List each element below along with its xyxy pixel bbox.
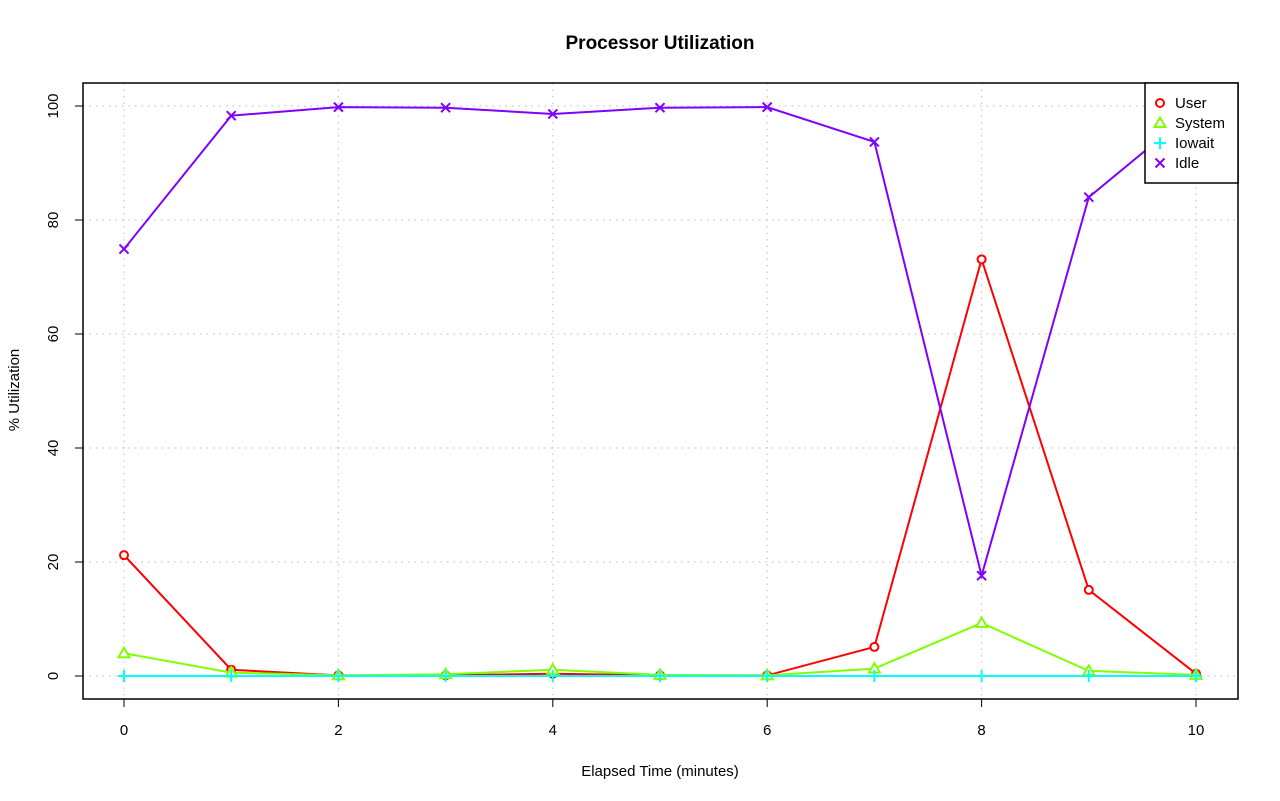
y-tick-label: 80: [45, 212, 62, 229]
data-point-user: [119, 550, 129, 561]
series-iowait: [118, 670, 1202, 682]
legend-marker-user: [1155, 98, 1165, 108]
series-idle: [118, 101, 1202, 581]
data-point-iowait: [439, 670, 452, 682]
data-point-idle: [225, 110, 237, 121]
data-point-user: [976, 254, 987, 265]
data-point-idle: [654, 102, 666, 113]
data-point-iowait: [761, 670, 774, 682]
data-point-idle: [547, 108, 559, 120]
data-point-iowait: [975, 670, 988, 682]
x-tick-label: 0: [120, 722, 128, 739]
data-point-iowait: [225, 670, 238, 682]
y-axis-label: % Utilization: [6, 349, 23, 432]
data-point-iowait: [1082, 670, 1095, 682]
series-user: [119, 254, 1201, 681]
x-tick-label: 2: [334, 722, 342, 739]
x-tick-label: 8: [977, 722, 985, 739]
data-point-idle: [1083, 191, 1095, 203]
series-lines: [116, 101, 1204, 682]
data-point-idle: [976, 570, 987, 581]
x-tick-label: 10: [1188, 722, 1205, 739]
data-point-iowait: [546, 670, 559, 682]
legend-marker-idle: [1154, 157, 1166, 169]
y-tick-label: 60: [45, 326, 62, 343]
chart-title: Processor Utilization: [566, 33, 755, 54]
data-point-idle: [440, 102, 451, 113]
y-tick-label: 20: [45, 554, 62, 571]
data-point-user: [869, 641, 880, 652]
x-tick-label: 6: [763, 722, 771, 739]
legend-label-iowait: Iowait: [1175, 135, 1215, 152]
legend-label-user: User: [1175, 95, 1207, 112]
grid-lines: [83, 83, 1238, 699]
y-tick-label: 100: [45, 93, 62, 118]
series-line-user: [123, 255, 1197, 677]
legend-marker-iowait: [1154, 137, 1166, 149]
plot-frame: [82, 82, 1239, 700]
x-axis-label: Elapsed Time (minutes): [581, 763, 739, 780]
x-tick-label: 4: [549, 722, 557, 739]
legend-label-system: System: [1175, 115, 1225, 132]
legend: User System Iowait Idle: [1144, 82, 1239, 184]
data-point-system: [116, 645, 132, 659]
data-point-iowait: [868, 670, 881, 682]
data-point-iowait: [332, 670, 345, 682]
data-point-iowait: [1190, 670, 1202, 682]
y-tick-label: 0: [45, 672, 62, 680]
series-line-idle: [123, 106, 1197, 580]
legend-marker-system: [1152, 115, 1168, 128]
data-point-system: [974, 615, 989, 628]
data-point-iowait: [654, 670, 666, 682]
data-point-user: [1083, 584, 1094, 595]
data-point-idle: [761, 101, 773, 113]
data-point-idle: [333, 101, 344, 113]
data-point-iowait: [118, 670, 130, 682]
legend-label-idle: Idle: [1175, 155, 1199, 172]
data-point-idle: [118, 243, 130, 255]
data-point-idle: [869, 136, 880, 148]
y-tick-label: 40: [45, 440, 62, 457]
